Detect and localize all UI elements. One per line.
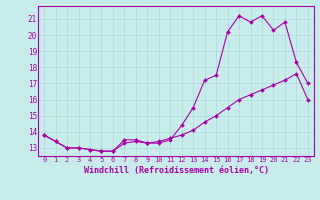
X-axis label: Windchill (Refroidissement éolien,°C): Windchill (Refroidissement éolien,°C) [84,166,268,175]
